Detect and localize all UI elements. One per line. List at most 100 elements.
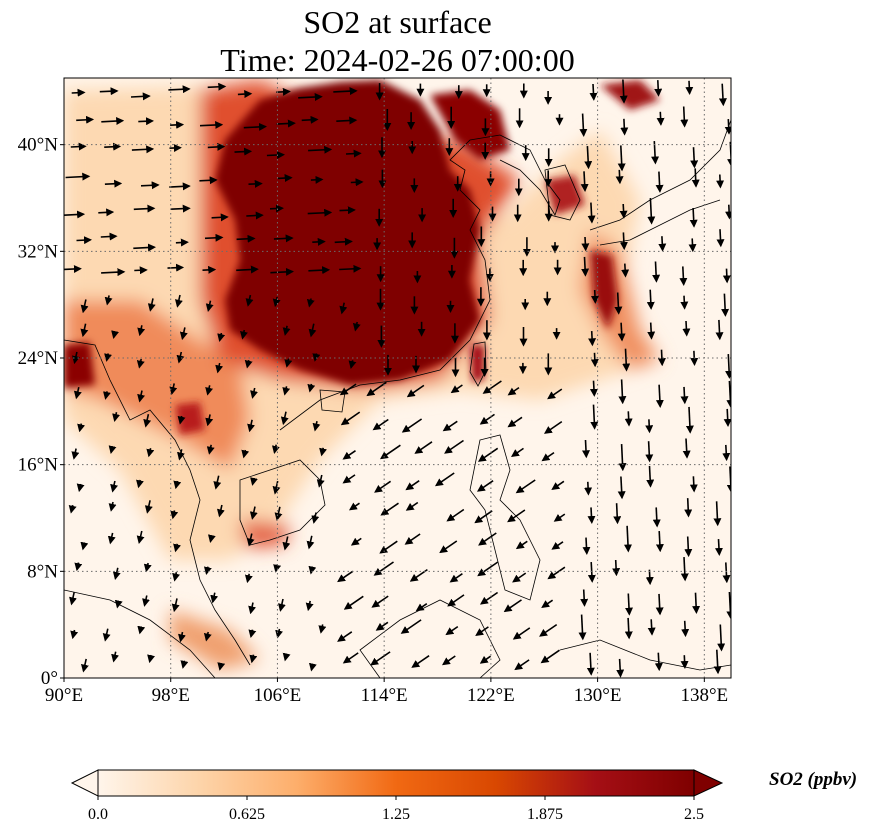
so2-high-region: [590, 250, 618, 330]
wind-arrow: [342, 450, 356, 460]
wind-arrow: [722, 562, 731, 584]
wind-arrow: [99, 87, 119, 96]
wind-arrow: [476, 480, 494, 492]
wind-arrow: [646, 289, 655, 310]
wind-arrow: [371, 595, 389, 608]
wind-arrow: [174, 294, 183, 308]
wind-arrow: [107, 532, 116, 545]
wind-arrow: [170, 204, 191, 213]
wind-arrow: [619, 203, 628, 219]
wind-arrow: [680, 655, 689, 669]
wind-arrow: [130, 92, 151, 101]
coastline-newguinea: [559, 639, 731, 671]
wind-arrow: [684, 536, 693, 558]
wind-arrow: [246, 533, 255, 547]
wind-arrow: [199, 176, 218, 185]
wind-arrow: [298, 93, 323, 102]
wind-arrow: [689, 476, 698, 493]
wind-arrow: [244, 359, 253, 369]
wind-arrow: [348, 360, 357, 370]
wind-arrow: [581, 439, 590, 459]
wind-arrow: [334, 237, 353, 246]
wind-arrow: [541, 599, 554, 609]
wind-arrow: [439, 540, 458, 554]
wind-arrow: [207, 142, 226, 151]
wind-arrow: [479, 413, 495, 425]
wind-arrow: [512, 572, 527, 583]
wind-arrow: [619, 79, 628, 104]
map-frame: [63, 77, 732, 679]
wind-arrow: [624, 593, 633, 616]
wind-arrow: [482, 380, 502, 394]
wind-arrow: [306, 298, 315, 308]
wind-arrow: [713, 649, 722, 675]
wind-arrow: [478, 532, 497, 546]
wind-arrow: [272, 296, 281, 308]
wind-arrow: [617, 145, 626, 172]
wind-arrow: [715, 319, 724, 341]
wind-arrow: [234, 147, 253, 156]
wind-arrow: [65, 172, 91, 181]
wind-arrow: [175, 238, 189, 247]
lat-tick-label: 16°N: [18, 455, 59, 476]
wind-arrow: [682, 438, 691, 459]
wind-arrow: [692, 592, 701, 614]
wind-arrow: [217, 332, 226, 342]
wind-arrow: [442, 420, 458, 432]
wind-arrow: [104, 295, 113, 306]
wind-arrow: [380, 502, 399, 516]
wind-arrow: [405, 480, 420, 491]
wind-arrow: [617, 322, 626, 342]
wind-arrow: [348, 502, 360, 511]
wind-arrow: [307, 208, 333, 217]
wind-arrow: [280, 411, 289, 426]
wind-arrow: [249, 506, 258, 520]
wind-arrow: [104, 142, 122, 151]
latitude-ticks: 0° 8°N 16°N 24°N 32°N 40°N: [18, 135, 64, 689]
lon-tick-label: 138°E: [680, 685, 728, 706]
wind-arrow: [110, 480, 118, 493]
wind-arrow: [646, 465, 655, 488]
wind-arrow: [308, 565, 317, 575]
colorbar-tick-label: 0.0: [88, 806, 108, 823]
wind-arrow: [282, 386, 291, 396]
wind-arrow: [652, 507, 661, 528]
wind-arrow: [250, 387, 258, 399]
wind-arrow: [614, 292, 623, 315]
wind-arrow: [718, 83, 727, 107]
wind-arrow: [204, 233, 224, 242]
wind-arrow: [101, 117, 125, 126]
wind-arrow: [725, 204, 731, 220]
wind-arrow: [580, 589, 589, 607]
wind-arrow: [645, 441, 654, 463]
wind-arrow: [339, 264, 362, 273]
wind-arrow: [179, 327, 188, 341]
wind-arrow: [171, 598, 180, 613]
wind-arrow: [446, 508, 465, 522]
coastline-philippines: [469, 434, 541, 601]
wind-arrow: [691, 168, 700, 188]
wind-arrow: [180, 660, 189, 669]
wind-arrow: [215, 362, 224, 374]
map-title-line-1: SO2 at surface: [303, 4, 492, 40]
wind-arrow: [76, 115, 95, 124]
wind-arrow: [615, 169, 624, 185]
wind-arrow: [205, 385, 214, 396]
wind-arrow: [441, 655, 456, 666]
wind-arrow: [144, 500, 153, 514]
wind-arrow: [282, 536, 291, 551]
wind-arrow: [620, 118, 629, 136]
wind-arrow: [547, 566, 566, 580]
wind-arrow: [146, 448, 155, 458]
wind-arrow: [271, 444, 280, 454]
wind-arrow: [202, 265, 217, 274]
wind-arrow: [578, 614, 587, 641]
gridlines: [64, 78, 731, 678]
wind-arrow: [581, 236, 590, 252]
lat-tick-label: 32°N: [18, 241, 59, 262]
coastline-sumatra: [64, 589, 216, 678]
coastline-borneo: [359, 599, 501, 678]
wind-arrow: [343, 595, 364, 610]
wind-arrow: [726, 380, 731, 408]
wind-arrow: [514, 659, 530, 671]
